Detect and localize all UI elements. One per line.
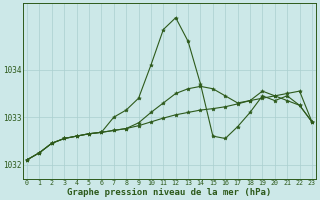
X-axis label: Graphe pression niveau de la mer (hPa): Graphe pression niveau de la mer (hPa) (68, 188, 272, 197)
